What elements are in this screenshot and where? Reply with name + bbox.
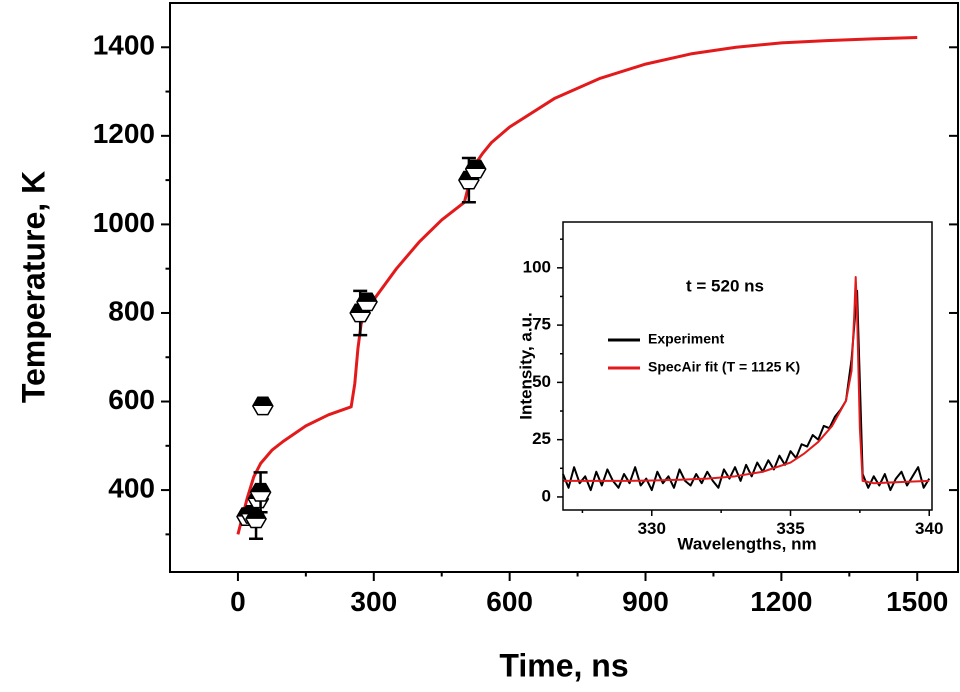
x-tick-label: 900 bbox=[622, 586, 669, 617]
x-tick-label: 300 bbox=[350, 586, 397, 617]
y-tick-label: 50 bbox=[532, 372, 551, 391]
plot-area: 330 335 340 0 25 50 75 100 Experiment SpecAir fit… bbox=[523, 221, 943, 538]
frame bbox=[562, 221, 933, 511]
marker bbox=[464, 159, 487, 179]
frame bbox=[169, 2, 959, 573]
x-tick-label: 600 bbox=[486, 586, 533, 617]
marker bbox=[251, 396, 274, 416]
y-tick-label: 1400 bbox=[93, 30, 155, 61]
marker-fill bbox=[250, 483, 271, 493]
legend-label: Experiment bbox=[648, 331, 725, 347]
y-tick-label: 1200 bbox=[93, 118, 155, 149]
y-tick-label: 800 bbox=[108, 295, 155, 326]
y-tick-label: 0 bbox=[542, 486, 551, 505]
series-line bbox=[236, 36, 918, 535]
x-axis-label: Time, ns bbox=[499, 647, 628, 683]
y-tick-label: 25 bbox=[532, 429, 551, 448]
marker bbox=[249, 482, 272, 502]
y-tick-label: 400 bbox=[108, 472, 155, 503]
marker-fill bbox=[252, 397, 273, 406]
x-tick-label: 1200 bbox=[750, 586, 812, 617]
x-tick-label: 1500 bbox=[886, 586, 948, 617]
marker-fill bbox=[357, 293, 377, 302]
inset-x-axis-label: Wavelengths, nm bbox=[677, 534, 816, 553]
y-axis-label: Temperature, K bbox=[15, 171, 51, 403]
marker-fill bbox=[465, 160, 486, 170]
x-tick-label: 335 bbox=[776, 519, 804, 538]
series-line bbox=[562, 289, 931, 492]
inset-y-axis-label: Intensity, a.u. bbox=[516, 312, 535, 419]
x-tick-label: 340 bbox=[915, 519, 943, 538]
inset-background bbox=[563, 222, 932, 510]
annotation: t = 520 ns bbox=[686, 276, 764, 295]
marker bbox=[356, 292, 378, 312]
y-tick-label: 1000 bbox=[93, 207, 155, 238]
x-tick-label: 330 bbox=[638, 519, 666, 538]
x-tick-label: 0 bbox=[230, 586, 246, 617]
legend-label: SpecAir fit (T = 1125 K) bbox=[648, 359, 800, 375]
series-line bbox=[563, 275, 930, 485]
y-tick-label: 100 bbox=[523, 257, 551, 276]
y-tick-label: 75 bbox=[532, 315, 551, 334]
y-tick-label: 600 bbox=[108, 384, 155, 415]
